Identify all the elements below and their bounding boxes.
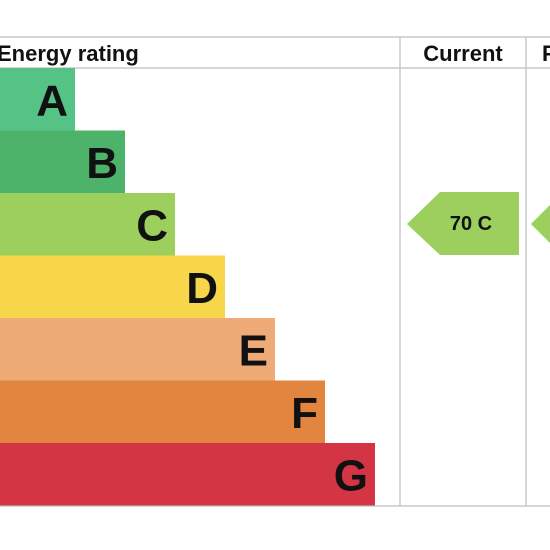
band-f-bar — [0, 380, 325, 443]
band-b-label: B — [86, 139, 118, 188]
band-a-bar — [0, 68, 75, 131]
band-e-bar — [0, 318, 275, 381]
current-rating-arrow — [407, 192, 519, 255]
band-g-label: G — [334, 451, 368, 500]
potential-rating-arrow — [531, 205, 550, 243]
band-c-label: C — [136, 201, 168, 250]
header-energy-rating: Energy rating — [0, 41, 139, 66]
band-d-bar — [0, 255, 225, 318]
band-c-bar — [0, 193, 175, 256]
header-potential: P — [542, 41, 550, 66]
band-e-label: E — [239, 326, 268, 375]
current-rating-label: 70 C — [450, 213, 492, 235]
header-current: Current — [423, 41, 503, 66]
band-a-label: A — [36, 76, 68, 125]
band-g-bar — [0, 443, 375, 506]
band-d-label: D — [186, 264, 218, 313]
band-f-label: F — [291, 389, 318, 438]
band-b-bar — [0, 130, 125, 193]
